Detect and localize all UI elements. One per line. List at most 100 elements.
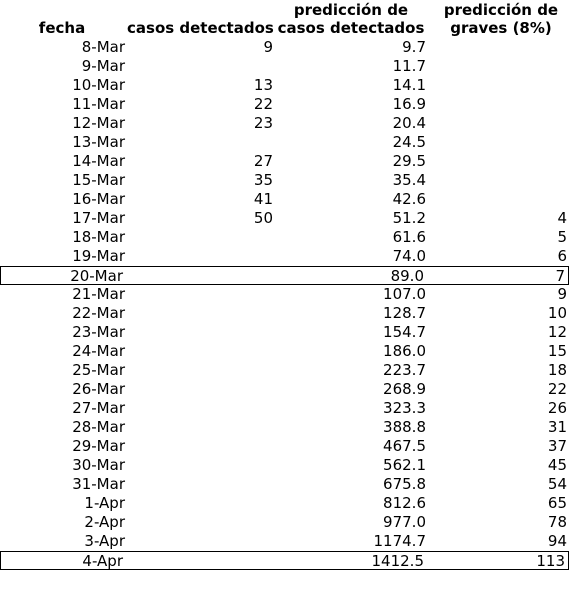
- table-row: 23-Mar 154.7 12: [0, 323, 571, 342]
- table-row: 16-Mar 41 42.6: [0, 190, 571, 209]
- table-row: 26-Mar 268.9 22: [0, 380, 571, 399]
- cell-casos-detectados: 41: [253, 190, 273, 208]
- cell-fecha: 21-Mar: [72, 285, 125, 303]
- cell-fecha: 22-Mar: [72, 304, 125, 322]
- cell-fecha: 2-Apr: [84, 513, 125, 531]
- table-row: 15-Mar 35 35.4: [0, 171, 571, 190]
- table-row: 27-Mar 323.3 26: [0, 399, 571, 418]
- table-row: 11-Mar 22 16.9: [0, 95, 571, 114]
- cell-prediccion-casos: 388.8: [383, 418, 426, 436]
- table-row: 3-Apr 1174.7 94: [0, 532, 571, 551]
- cell-fecha: 12-Mar: [72, 114, 125, 132]
- cell-prediccion-graves: 113: [536, 552, 565, 570]
- cell-casos-detectados: 9: [263, 38, 273, 56]
- cell-prediccion-graves: 37: [547, 437, 567, 455]
- cell-fecha: 18-Mar: [72, 228, 125, 246]
- cell-prediccion-graves: 10: [547, 304, 567, 322]
- cell-fecha: 24-Mar: [72, 342, 125, 360]
- table-row: 19-Mar 74.0 6: [0, 247, 571, 266]
- cell-prediccion-graves: 4: [557, 209, 567, 227]
- cell-prediccion-casos: 323.3: [383, 399, 426, 417]
- cell-fecha: 1-Apr: [84, 494, 125, 512]
- cell-prediccion-casos: 89.0: [390, 267, 424, 285]
- cell-prediccion-casos: 24.5: [392, 133, 426, 151]
- cell-prediccion-casos: 61.6: [392, 228, 426, 246]
- cell-casos-detectados: 27: [253, 152, 273, 170]
- cell-prediccion-casos: 268.9: [383, 380, 426, 398]
- cell-fecha: 11-Mar: [72, 95, 125, 113]
- cell-prediccion-casos: 42.6: [392, 190, 426, 208]
- cell-prediccion-casos: 107.0: [383, 285, 426, 303]
- cell-prediccion-casos: 16.9: [392, 95, 426, 113]
- cell-casos-detectados: 50: [253, 209, 273, 227]
- cell-casos-detectados: 13: [253, 76, 273, 94]
- cell-fecha: 13-Mar: [72, 133, 125, 151]
- cell-prediccion-graves: 6: [557, 247, 567, 265]
- cell-prediccion-graves: 22: [547, 380, 567, 398]
- cell-prediccion-casos: 1174.7: [373, 532, 427, 550]
- cell-prediccion-casos: 154.7: [383, 323, 426, 341]
- table-row: 9-Mar 11.7: [0, 57, 571, 76]
- cell-casos-detectados: 22: [253, 95, 273, 113]
- table-row: 21-Mar 107.0 9: [0, 285, 571, 304]
- table-row: 1-Apr 812.6 65: [0, 494, 571, 513]
- table-row: 28-Mar 388.8 31: [0, 418, 571, 437]
- table-row: 8-Mar 9 9.7: [0, 38, 571, 57]
- cell-prediccion-graves: 18: [547, 361, 567, 379]
- cell-prediccion-casos: 20.4: [392, 114, 426, 132]
- header-fecha: fecha: [38, 19, 86, 37]
- header-casos-detectados: casos detectados: [127, 19, 274, 37]
- cell-prediccion-graves: 12: [547, 323, 567, 341]
- cell-fecha: 25-Mar: [72, 361, 125, 379]
- cell-fecha: 16-Mar: [72, 190, 125, 208]
- cell-prediccion-casos: 11.7: [392, 57, 426, 75]
- table-row: 31-Mar 675.8 54: [0, 475, 571, 494]
- table-row: 14-Mar 27 29.5: [0, 152, 571, 171]
- cell-prediccion-casos: 74.0: [392, 247, 426, 265]
- cell-prediccion-graves: 54: [547, 475, 567, 493]
- cell-prediccion-casos: 562.1: [383, 456, 426, 474]
- cell-prediccion-casos: 223.7: [383, 361, 426, 379]
- highlighted-table-row: 4-Apr 1412.5 113: [0, 551, 569, 570]
- cell-fecha: 3-Apr: [84, 532, 125, 550]
- cell-fecha: 14-Mar: [72, 152, 125, 170]
- cell-fecha: 23-Mar: [72, 323, 125, 341]
- cell-prediccion-casos: 1412.5: [371, 552, 425, 570]
- cell-prediccion-graves: 31: [547, 418, 567, 436]
- cell-fecha: 26-Mar: [72, 380, 125, 398]
- cell-casos-detectados: 23: [253, 114, 273, 132]
- table-row: 17-Mar 50 51.2 4: [0, 209, 571, 228]
- cell-fecha: 31-Mar: [72, 475, 125, 493]
- cell-prediccion-graves: 5: [557, 228, 567, 246]
- cell-prediccion-casos: 14.1: [392, 76, 426, 94]
- cell-fecha: 28-Mar: [72, 418, 125, 436]
- table-row: 18-Mar 61.6 5: [0, 228, 571, 247]
- cell-prediccion-casos: 35.4: [392, 171, 426, 189]
- cell-casos-detectados: 35: [253, 171, 273, 189]
- table-row: 25-Mar 223.7 18: [0, 361, 571, 380]
- cell-fecha: 27-Mar: [72, 399, 125, 417]
- cell-fecha: 20-Mar: [70, 267, 123, 285]
- cell-prediccion-graves: 7: [555, 267, 565, 285]
- table-row: 10-Mar 13 14.1: [0, 76, 571, 95]
- cell-prediccion-graves: 9: [557, 285, 567, 303]
- table-row: 13-Mar 24.5: [0, 133, 571, 152]
- cell-fecha: 15-Mar: [72, 171, 125, 189]
- cell-prediccion-casos: 186.0: [383, 342, 426, 360]
- highlighted-table-row: 20-Mar 89.0 7: [0, 266, 569, 285]
- cell-prediccion-casos: 812.6: [383, 494, 426, 512]
- cell-fecha: 4-Apr: [82, 552, 123, 570]
- cell-prediccion-graves: 26: [547, 399, 567, 417]
- header-prediccion-casos-line2: casos detectados: [277, 19, 425, 37]
- cell-prediccion-graves: 45: [547, 456, 567, 474]
- cell-prediccion-graves: 94: [547, 532, 567, 550]
- cell-prediccion-casos: 51.2: [392, 209, 426, 227]
- table-row: 24-Mar 186.0 15: [0, 342, 571, 361]
- table-body: 8-Mar 9 9.7 9-Mar 11.7 10-Mar 13 14.1 11-Mar 22 16…: [0, 38, 571, 570]
- cell-prediccion-graves: 65: [547, 494, 567, 512]
- cell-prediccion-graves: 15: [547, 342, 567, 360]
- cell-fecha: 17-Mar: [72, 209, 125, 227]
- cell-prediccion-casos: 467.5: [383, 437, 426, 455]
- cell-fecha: 9-Mar: [81, 57, 125, 75]
- header-prediccion-graves-line2: graves (8%): [450, 19, 552, 37]
